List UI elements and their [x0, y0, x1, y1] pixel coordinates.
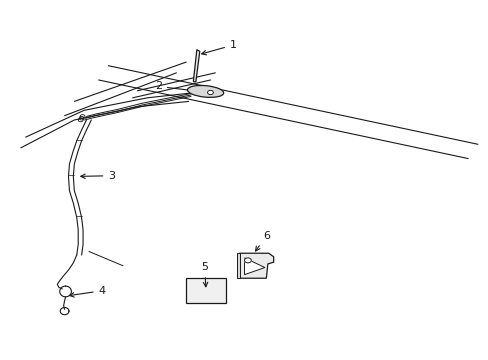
Polygon shape: [237, 253, 239, 278]
Text: 4: 4: [69, 286, 105, 297]
Polygon shape: [239, 253, 273, 278]
Ellipse shape: [187, 85, 223, 97]
Text: 1: 1: [201, 40, 236, 55]
Circle shape: [207, 90, 213, 95]
Polygon shape: [193, 50, 200, 82]
Circle shape: [244, 258, 251, 263]
Text: 2: 2: [154, 81, 195, 93]
Text: 3: 3: [81, 171, 115, 181]
Polygon shape: [244, 258, 264, 275]
Text: 6: 6: [255, 231, 269, 251]
Text: 5: 5: [201, 262, 208, 287]
FancyBboxPatch shape: [186, 278, 225, 303]
